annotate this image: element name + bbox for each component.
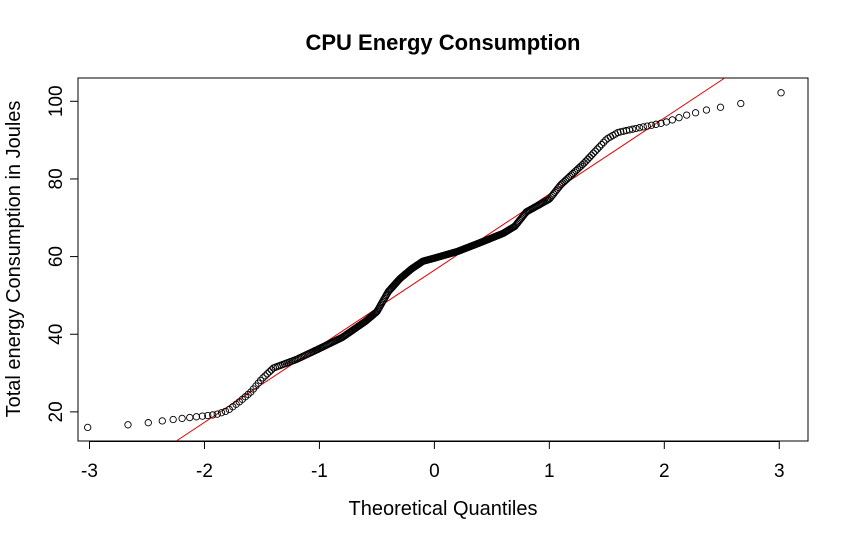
data-point (597, 141, 606, 149)
reference-line (176, 77, 725, 442)
x-tick-label: -1 (311, 461, 328, 482)
data-point (372, 308, 380, 316)
data-point (777, 89, 785, 97)
data-point (675, 114, 683, 122)
data-point (261, 372, 269, 380)
plot-frame (77, 77, 809, 442)
data-point (585, 153, 594, 161)
data-point (217, 409, 226, 417)
data-point (599, 138, 608, 147)
data-point (192, 413, 201, 421)
data-point (691, 109, 700, 117)
data-point (186, 413, 194, 422)
y-axis: 20 40 60 80 100 (46, 85, 78, 422)
data-point (591, 147, 599, 155)
x-tick-label: 3 (774, 461, 785, 482)
data-point (628, 125, 637, 133)
y-tick-label: 100 (46, 85, 67, 117)
data-point (589, 149, 598, 157)
data-point (587, 151, 596, 159)
data-point (702, 106, 711, 114)
data-point (595, 143, 603, 151)
x-axis: -3 -2 -1 0 1 2 3 (81, 441, 785, 482)
data-point (668, 116, 676, 124)
data-point (213, 410, 221, 418)
data-point (617, 128, 625, 136)
data-point (716, 103, 725, 111)
data-point (614, 128, 622, 137)
data-point (158, 417, 166, 425)
y-tick-label: 60 (46, 246, 67, 267)
y-tick-label: 40 (46, 324, 67, 345)
data-point (267, 366, 276, 374)
data-point (221, 407, 230, 416)
data-point (144, 419, 152, 427)
data-point (257, 376, 265, 385)
data-point (647, 121, 656, 129)
data-points (84, 89, 785, 432)
x-tick-label: -3 (81, 461, 98, 482)
y-tick-label: 80 (46, 168, 67, 189)
data-point (652, 120, 660, 128)
data-point (593, 145, 601, 153)
data-point (737, 99, 745, 108)
data-point (259, 374, 267, 382)
data-point (169, 415, 177, 424)
data-point (657, 119, 665, 127)
y-axis-label: Total energy Consumption in Joules (3, 101, 25, 418)
data-point (544, 195, 553, 204)
data-point (635, 124, 644, 132)
data-point (643, 122, 651, 130)
data-point (263, 370, 271, 378)
data-point (582, 157, 590, 165)
data-point (683, 111, 691, 119)
x-axis-label: Theoretical Quantiles (349, 498, 538, 520)
plot-area (77, 77, 809, 442)
x-tick-label: 0 (429, 461, 440, 482)
x-tick-label: 1 (544, 461, 555, 482)
x-tick-label: -2 (196, 461, 213, 482)
data-point (204, 411, 212, 420)
data-point (198, 412, 207, 420)
x-tick-label: 2 (659, 461, 670, 482)
y-tick-label: 20 (46, 401, 67, 422)
data-point (124, 421, 132, 429)
data-point (84, 423, 92, 432)
data-point (584, 155, 592, 163)
data-point (639, 123, 647, 131)
chart-title: CPU Energy Consumption (305, 30, 580, 55)
data-point (265, 368, 274, 376)
data-point (209, 411, 217, 419)
data-point (632, 124, 640, 133)
data-point (178, 414, 186, 423)
